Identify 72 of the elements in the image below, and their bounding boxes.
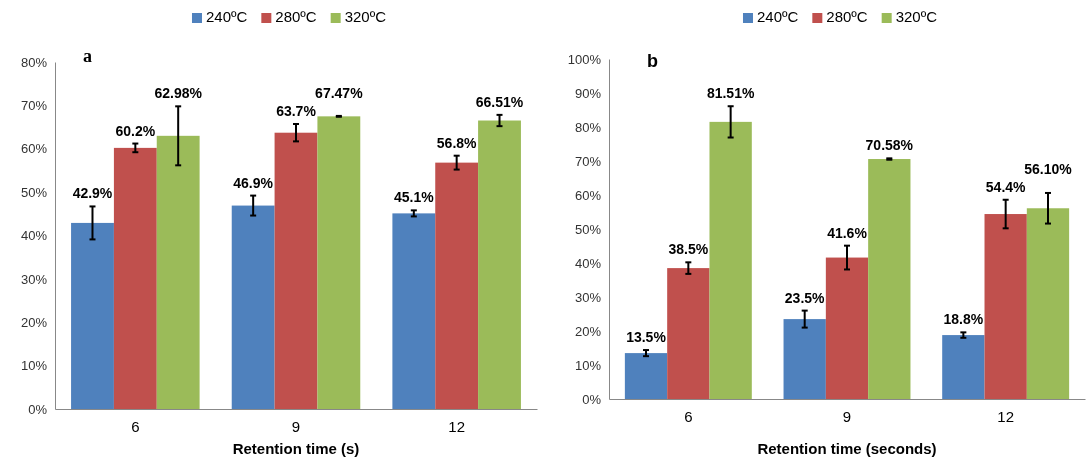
bar <box>71 222 114 409</box>
data-label: 56.8% <box>436 134 478 151</box>
bar <box>435 162 479 409</box>
x-axis-title: Retention time (seconds) <box>757 440 937 457</box>
data-label: 41.6% <box>827 224 868 241</box>
bar <box>667 268 710 399</box>
bar <box>868 159 911 399</box>
data-label: 42.9% <box>72 185 113 202</box>
bar <box>1026 208 1070 399</box>
bar <box>392 213 436 409</box>
data-label: 45.1% <box>393 189 435 206</box>
chart-title: b <box>647 51 658 71</box>
x-tick-label: 12 <box>448 417 466 435</box>
data-label: 63.7% <box>276 103 317 120</box>
y-tick-label: 100% <box>567 51 602 67</box>
y-tick-label: 20% <box>20 314 48 330</box>
legend-label: 320ºC <box>344 8 387 25</box>
data-label: 66.51% <box>475 93 524 110</box>
y-tick-label: 0% <box>28 401 48 417</box>
x-tick-label: 6 <box>684 407 693 425</box>
legend-label: 280ºC <box>826 8 868 25</box>
data-label: 46.9% <box>233 174 274 191</box>
bar <box>783 319 826 399</box>
y-tick-label: 60% <box>574 187 602 203</box>
y-tick-label: 60% <box>20 141 48 157</box>
bar <box>274 132 318 409</box>
data-label: 13.5% <box>626 329 667 346</box>
x-axis-title: Retention time (s) <box>232 440 360 457</box>
chart-title: a <box>83 46 92 66</box>
bar <box>317 116 361 409</box>
y-tick-label: 40% <box>574 255 602 271</box>
y-tick-label: 20% <box>574 323 602 339</box>
bar <box>984 214 1027 399</box>
x-tick-label: 12 <box>997 407 1015 425</box>
y-tick-label: 50% <box>574 221 602 237</box>
y-tick-label: 80% <box>20 54 48 70</box>
data-label: 60.2% <box>115 122 156 139</box>
bar <box>478 120 521 409</box>
y-tick-label: 70% <box>574 153 602 169</box>
x-tick-label: 6 <box>131 417 140 435</box>
data-label: 70.58% <box>865 137 914 154</box>
data-label: 18.8% <box>943 311 984 328</box>
data-label: 81.51% <box>706 85 755 102</box>
bar <box>113 147 157 409</box>
bar <box>156 135 200 409</box>
legend-label: 320ºC <box>895 8 938 25</box>
legend-label: 240ºC <box>756 8 799 25</box>
data-label: 56.10% <box>1024 160 1073 177</box>
data-label: 67.47% <box>315 85 364 102</box>
bar <box>709 121 752 399</box>
y-tick-label: 10% <box>20 358 48 374</box>
bar <box>624 353 668 399</box>
bar <box>942 335 985 399</box>
y-tick-label: 80% <box>574 119 602 135</box>
legend-label: 280ºC <box>275 8 317 25</box>
x-tick-label: 9 <box>842 407 852 425</box>
y-tick-label: 30% <box>574 289 602 305</box>
y-tick-label: 0% <box>582 391 602 407</box>
y-tick-label: 40% <box>20 228 48 244</box>
data-label: 38.5% <box>668 241 709 258</box>
x-tick-label: 9 <box>291 417 301 435</box>
bar <box>825 257 869 399</box>
y-tick-label: 30% <box>20 271 48 287</box>
y-tick-label: 70% <box>20 98 48 114</box>
data-label: 62.98% <box>154 85 203 102</box>
data-label: 23.5% <box>784 289 826 306</box>
bar <box>231 205 275 409</box>
y-tick-label: 50% <box>20 184 48 200</box>
y-tick-label: 90% <box>574 85 602 101</box>
data-label: 54.4% <box>985 178 1027 195</box>
legend-label: 240ºC <box>205 8 248 25</box>
y-tick-label: 10% <box>574 357 602 373</box>
